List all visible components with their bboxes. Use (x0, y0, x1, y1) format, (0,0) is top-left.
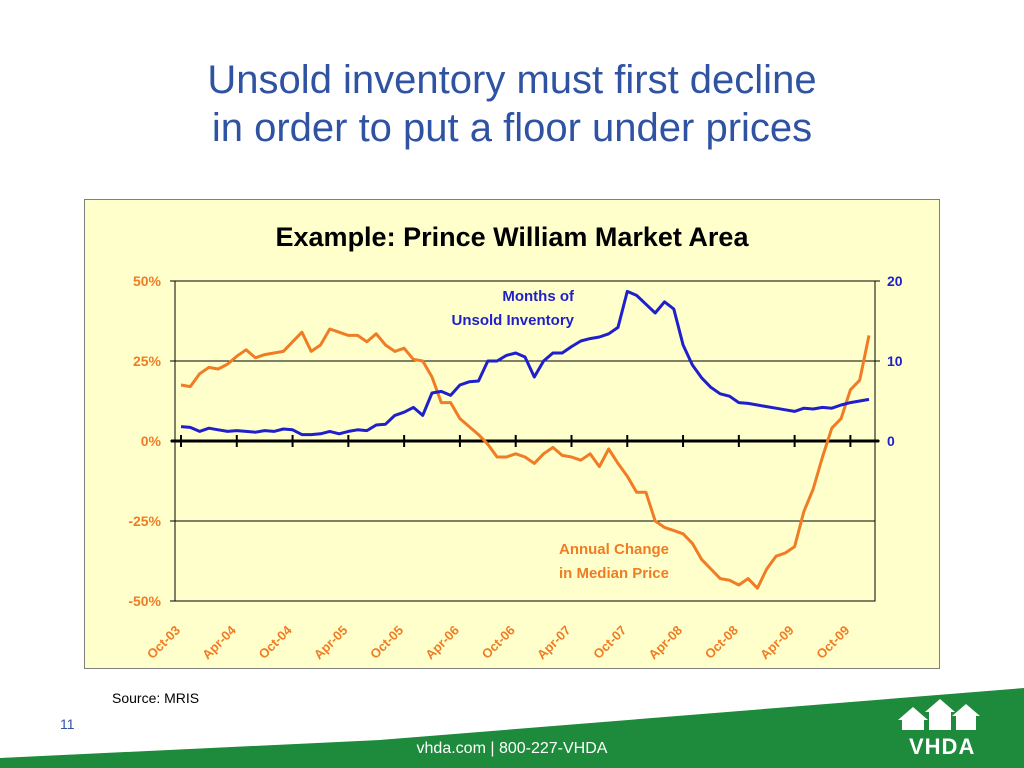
page-number: 11 (60, 716, 75, 732)
source-note: Source: MRIS (112, 690, 200, 706)
slide-title: Unsold inventory must first decline in o… (0, 56, 1024, 152)
y-left-tick-label: 0% (141, 433, 162, 449)
price-label-line2: in Median Price (559, 565, 669, 582)
y-right-tick-label: 10 (887, 353, 903, 369)
y-left-tick-label: 50% (133, 273, 162, 289)
chart-panel (84, 199, 940, 669)
y-left-tick-label: -25% (128, 513, 161, 529)
inventory-label-line1: Months of (502, 288, 575, 305)
vhda-logo: VHDA (909, 734, 976, 759)
slide-title-line2: in order to put a floor under prices (211, 106, 813, 150)
inventory-label-line2: Unsold Inventory (451, 312, 574, 329)
y-left-tick-label: 25% (133, 353, 162, 369)
y-right-tick-label: 20 (887, 273, 903, 289)
footer-green-shape (0, 688, 1024, 768)
inventory-line (180, 289, 870, 437)
vhda-house-icon (898, 699, 980, 730)
slide-title-line1: Unsold inventory must first decline (207, 58, 817, 102)
price-label-line1: Annual Change (559, 541, 669, 558)
footer-contact: vhda.com | 800-227-VHDA (416, 740, 608, 757)
y-right-tick-label: 0 (887, 433, 895, 449)
chart-title: Example: Prince William Market Area (275, 222, 749, 252)
y-left-tick-label: -50% (128, 593, 161, 609)
price-change-line (180, 327, 871, 590)
